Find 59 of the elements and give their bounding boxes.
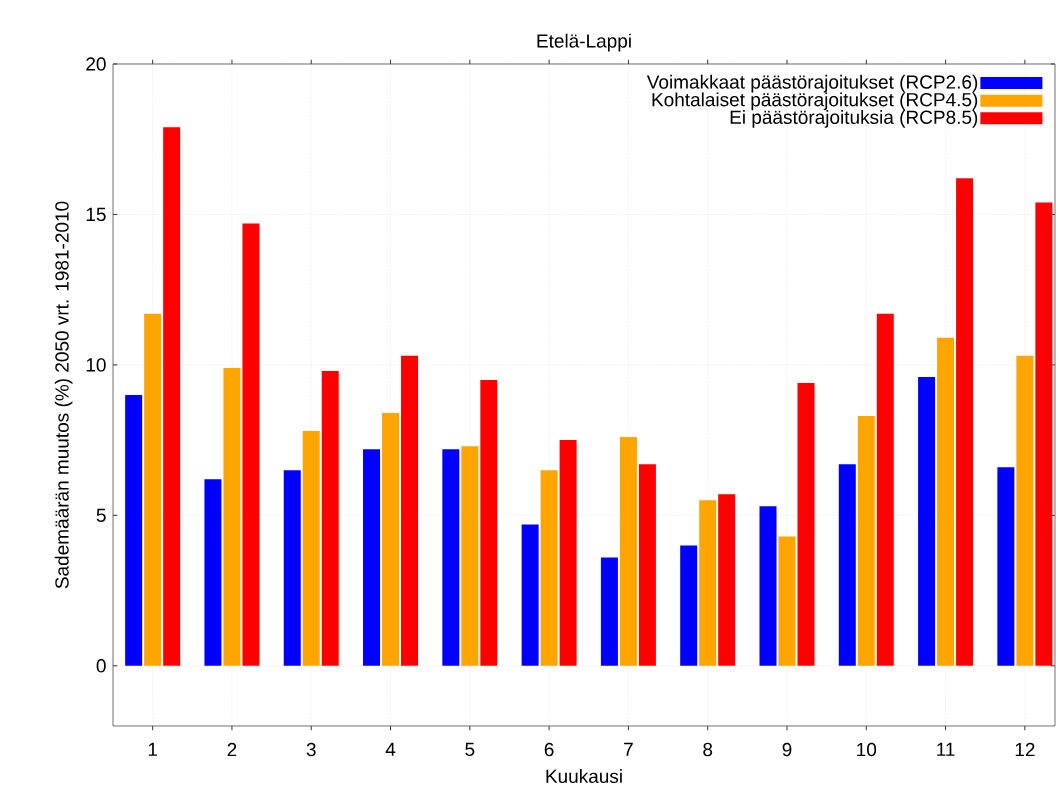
bar [857,416,875,666]
y-tick-label: 20 [86,57,106,71]
bar [838,464,856,666]
x-tick-label: 8 [703,742,713,757]
bar [223,367,241,666]
x-tick-label: 5 [465,742,475,757]
y-tick-label: 15 [86,207,106,222]
bar [759,506,777,666]
bar [619,437,637,666]
x-tick-label: 1 [148,742,157,756]
bar [480,379,498,666]
x-axis-title: Kuukausi [546,769,622,784]
bar [876,313,894,666]
bar [600,557,618,666]
bar [521,524,539,666]
bar [778,536,796,666]
x-tick-label: 10 [857,742,877,757]
bar [680,545,698,666]
bar [638,464,656,666]
bar [204,479,222,666]
bar [144,313,162,666]
bar [363,449,381,666]
y-axis-title: Sademäärän muutos (%) 2050 vrt. 1981-2010 [54,201,73,589]
bar [1035,202,1053,666]
bar [956,178,974,666]
bar [797,382,815,666]
x-tick-label: 4 [385,742,396,756]
bar [559,440,577,666]
bar [540,470,558,666]
bar [918,376,936,666]
x-tick-label: 9 [782,742,792,757]
bar [997,467,1015,666]
bar [125,394,143,666]
y-tick-label: 5 [96,508,106,522]
x-tick-label: 12 [1015,742,1035,757]
x-tick-label: 11 [937,742,955,756]
bar [442,449,460,666]
bar [382,413,400,666]
legend-label: Kohtalaiset päästörajoitukset (RCP4.5) [652,92,978,111]
bar [321,370,339,666]
bar [302,431,320,666]
bar [718,494,736,666]
bar [283,470,301,666]
bar [1016,355,1034,666]
bar [401,355,419,666]
bar [461,446,479,666]
y-tick-label: 0 [96,659,106,673]
bar [699,500,717,666]
y-tick-label: 10 [86,358,106,372]
x-tick-label: 7 [624,742,633,756]
legend-label: Voimakkaat päästörajoitukset (RCP2.6) [646,74,978,93]
bar [937,337,955,666]
x-tick-label: 3 [306,742,316,757]
x-tick-label: 6 [544,742,554,757]
legend-label: Ei päästörajoituksia (RCP8.5) [730,110,978,128]
x-tick-label: 2 [227,742,237,757]
bar [163,127,181,666]
bar [242,223,260,666]
chart-title: Etelä-Lappi [537,33,631,52]
